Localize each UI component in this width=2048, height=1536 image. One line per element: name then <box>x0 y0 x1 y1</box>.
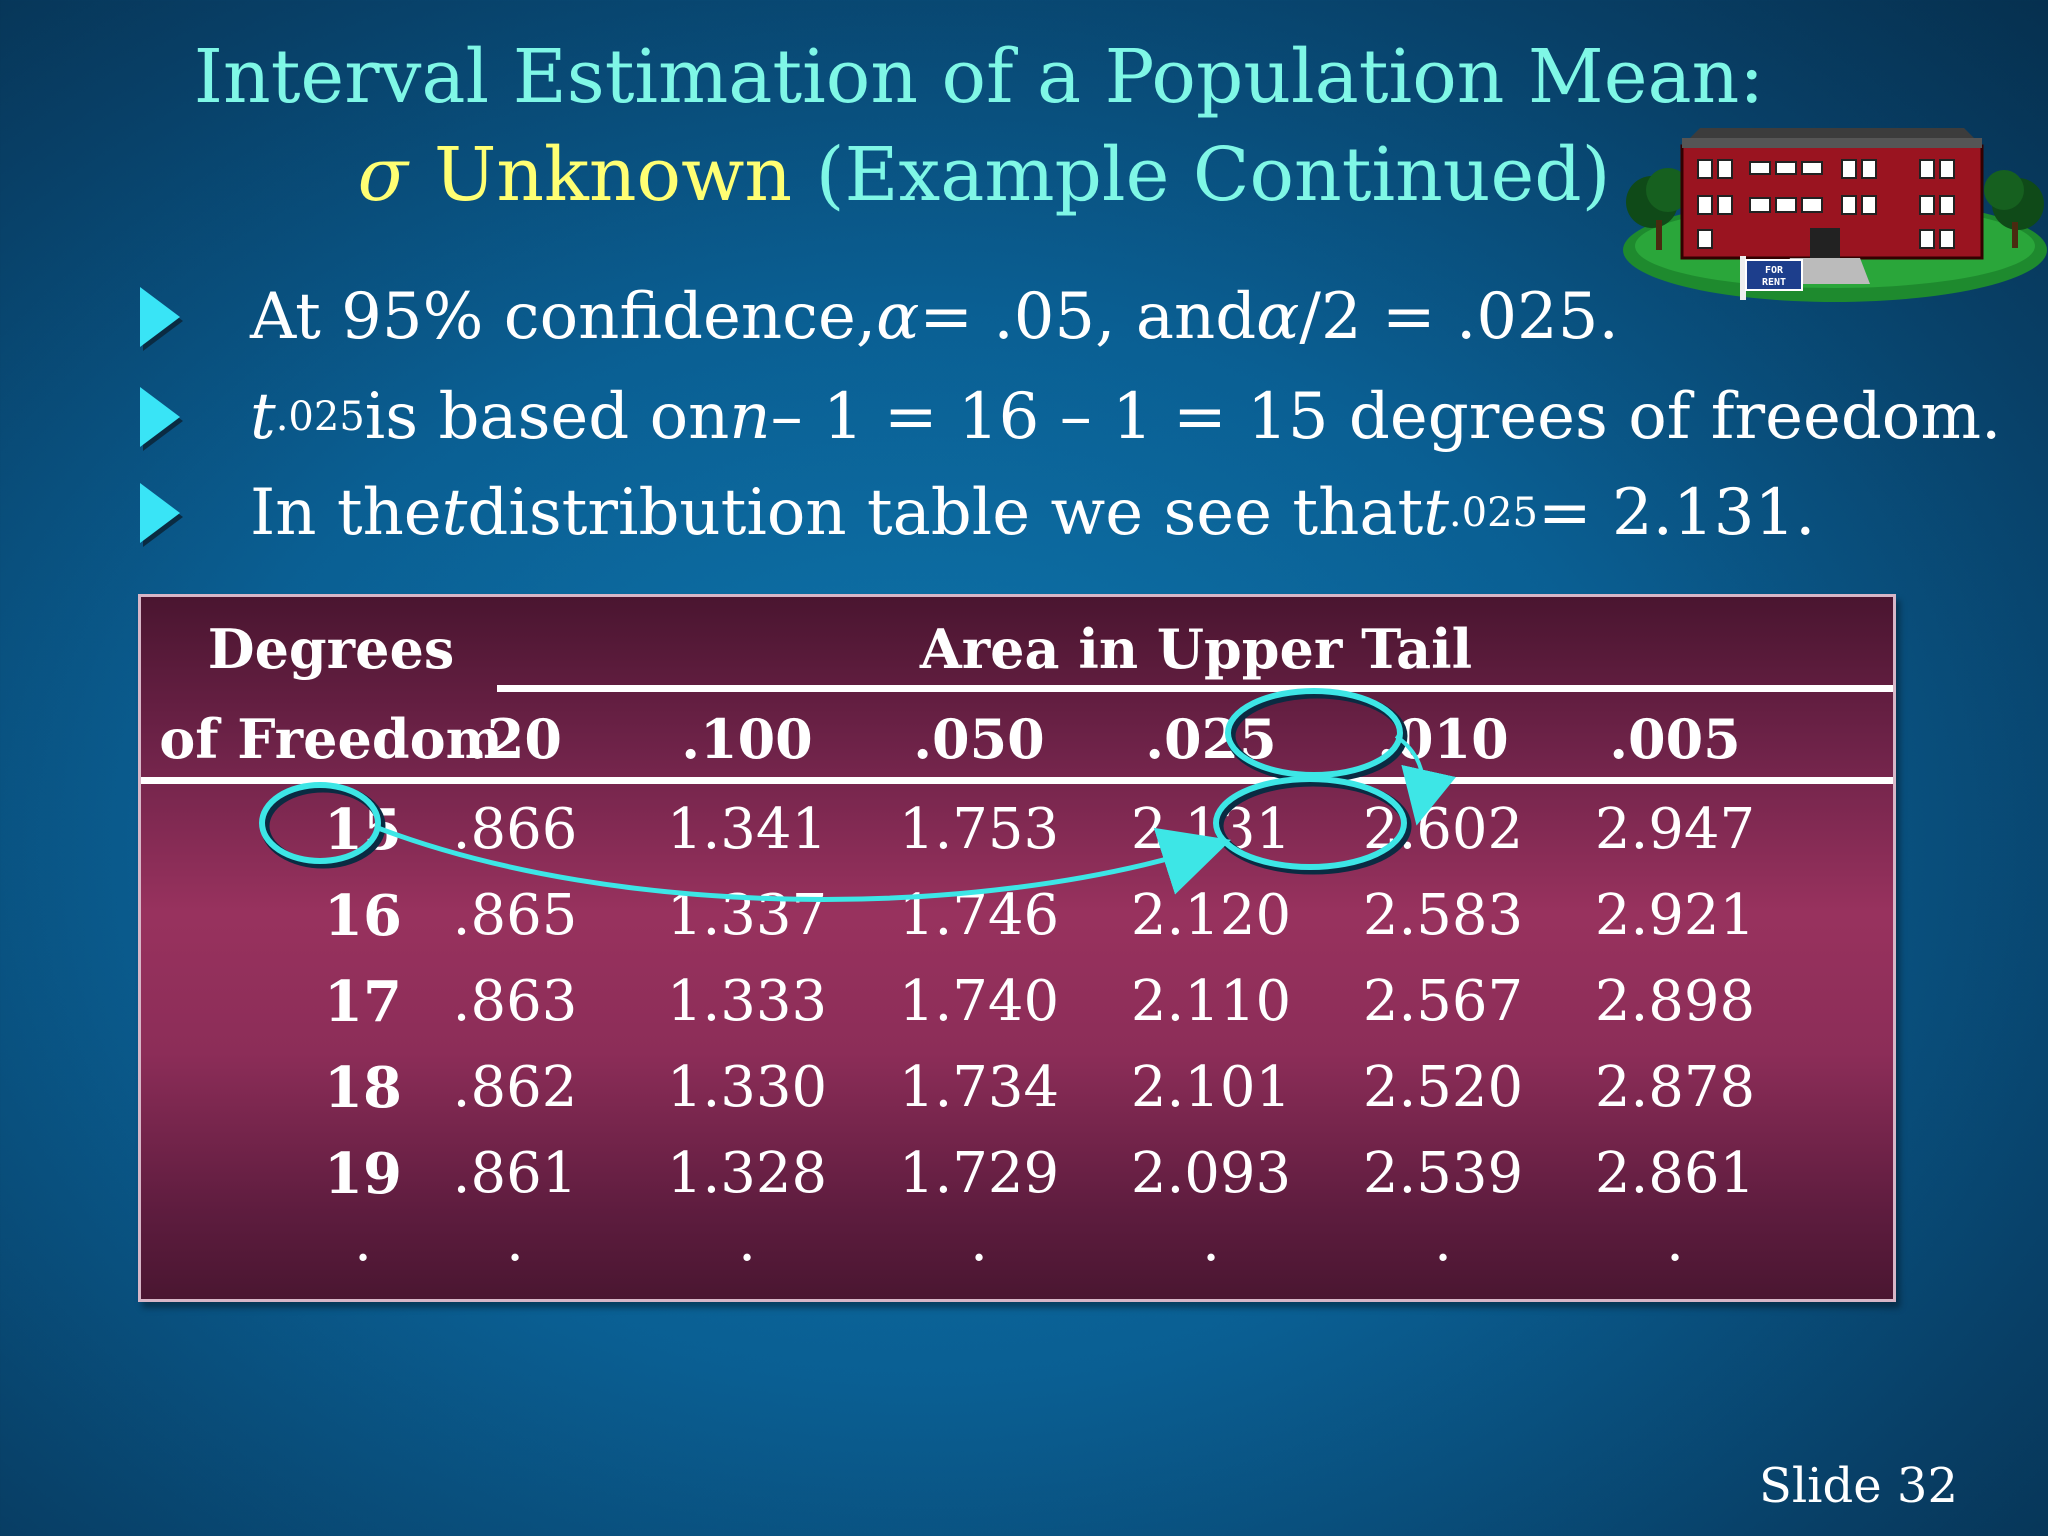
ellipsis-dot: . <box>1202 1209 1220 1274</box>
value-cell: .861 <box>452 1141 578 1206</box>
df-cell: 18 <box>324 1055 402 1121</box>
title-rest: (Example Continued) <box>815 132 1611 218</box>
house-for-rent-icon: FOR RENT <box>1623 128 2047 302</box>
value-cell: 1.328 <box>666 1141 828 1206</box>
t-symbol: t <box>441 476 468 550</box>
value-cell: 2.921 <box>1594 883 1756 948</box>
svg-text:RENT: RENT <box>1762 277 1786 288</box>
value-cell: 1.729 <box>898 1141 1060 1206</box>
bullet-text: At 95% confidence, <box>250 280 877 354</box>
column-header: .025 <box>1145 707 1277 771</box>
n-symbol: n <box>729 380 771 454</box>
column-header: .010 <box>1377 707 1509 771</box>
value-cell: 1.746 <box>898 883 1060 948</box>
value-cell: .863 <box>452 969 578 1034</box>
title-unknown: Unknown <box>434 132 793 218</box>
ellipsis-dot: . <box>354 1209 372 1274</box>
value-cell: 2.567 <box>1362 969 1524 1034</box>
bullet-t-table: In the t distribution table we see that … <box>140 468 1816 558</box>
column-header: .050 <box>913 707 1045 771</box>
value-cell: 1.753 <box>898 797 1060 862</box>
bullet-text: distribution table we see that <box>467 476 1424 550</box>
header-bottom-divider <box>141 777 1893 784</box>
ellipsis-dot: . <box>506 1209 524 1274</box>
column-header: .20 <box>468 707 562 771</box>
value-cell: 1.740 <box>898 969 1060 1034</box>
value-cell: 2.110 <box>1130 969 1292 1034</box>
bullet-text: – 1 = 16 – 1 = 15 degrees of freedom. <box>770 380 2002 454</box>
bullet-text: /2 = .025. <box>1299 280 1619 354</box>
header-degrees: Degrees <box>207 617 455 681</box>
value-cell: 2.101 <box>1130 1055 1292 1120</box>
header-of-freedom: of Freedom <box>159 707 503 771</box>
value-cell: 1.333 <box>666 969 828 1034</box>
bullet-arrow-icon <box>140 287 180 347</box>
ellipsis-dot: . <box>970 1209 988 1274</box>
bullet-arrow-icon <box>140 483 180 543</box>
column-header: .100 <box>681 707 813 771</box>
value-cell: 2.878 <box>1594 1055 1756 1120</box>
value-cell: 2.539 <box>1362 1141 1524 1206</box>
ellipsis-dot: . <box>1434 1209 1452 1274</box>
slide-title-line1: Interval Estimation of a Population Mean… <box>193 34 1765 120</box>
sigma-symbol: σ <box>357 132 409 218</box>
subscript: .025 <box>1448 490 1538 536</box>
value-cell: 2.131 <box>1130 797 1292 862</box>
t-symbol: t <box>1423 476 1449 550</box>
value-cell: 2.520 <box>1362 1055 1524 1120</box>
value-cell: 1.337 <box>666 883 828 948</box>
ellipsis-dot: . <box>738 1209 756 1274</box>
bullet-text: is based on <box>364 380 730 454</box>
value-cell: 2.602 <box>1362 797 1524 862</box>
bullet-text: = .05, and <box>919 280 1257 354</box>
value-cell: 1.341 <box>666 797 828 862</box>
df-cell: 17 <box>324 969 402 1035</box>
value-cell: 1.734 <box>898 1055 1060 1120</box>
column-header: .005 <box>1609 707 1741 771</box>
df-cell: 19 <box>324 1141 402 1207</box>
ellipsis-dot: . <box>1666 1209 1684 1274</box>
bullet-confidence: At 95% confidence, α = .05, and α/2 = .0… <box>140 272 1619 362</box>
alpha-symbol: α <box>1256 280 1300 354</box>
subscript: .025 <box>275 394 365 440</box>
value-cell: .866 <box>452 797 578 862</box>
value-cell: 2.898 <box>1594 969 1756 1034</box>
t-symbol: t <box>250 380 276 454</box>
bullet-degrees-of-freedom: t .025 is based on n – 1 = 16 – 1 = 15 de… <box>140 372 2001 462</box>
value-cell: 2.861 <box>1594 1141 1756 1206</box>
value-cell: 2.093 <box>1130 1141 1292 1206</box>
header-divider <box>497 685 1893 692</box>
value-cell: 2.947 <box>1594 797 1756 862</box>
bullet-text: In the <box>250 476 442 550</box>
slide-number: Slide 32 <box>1758 1458 1958 1514</box>
header-area-upper-tail: Area in Upper Tail <box>919 617 1473 681</box>
t-distribution-table: Degrees of Freedom Area in Upper Tail .2… <box>138 594 1896 1302</box>
slide-title-line2: σ Unknown (Example Continued) <box>0 138 2008 212</box>
svg-text:FOR: FOR <box>1765 265 1784 276</box>
value-cell: .862 <box>452 1055 578 1120</box>
value-cell: 1.330 <box>666 1055 828 1120</box>
value-cell: 2.120 <box>1130 883 1292 948</box>
value-cell: .865 <box>452 883 578 948</box>
bullet-arrow-icon <box>140 387 180 447</box>
alpha-symbol: α <box>876 280 920 354</box>
value-cell: 2.583 <box>1362 883 1524 948</box>
bullet-text: = 2.131. <box>1537 476 1816 550</box>
